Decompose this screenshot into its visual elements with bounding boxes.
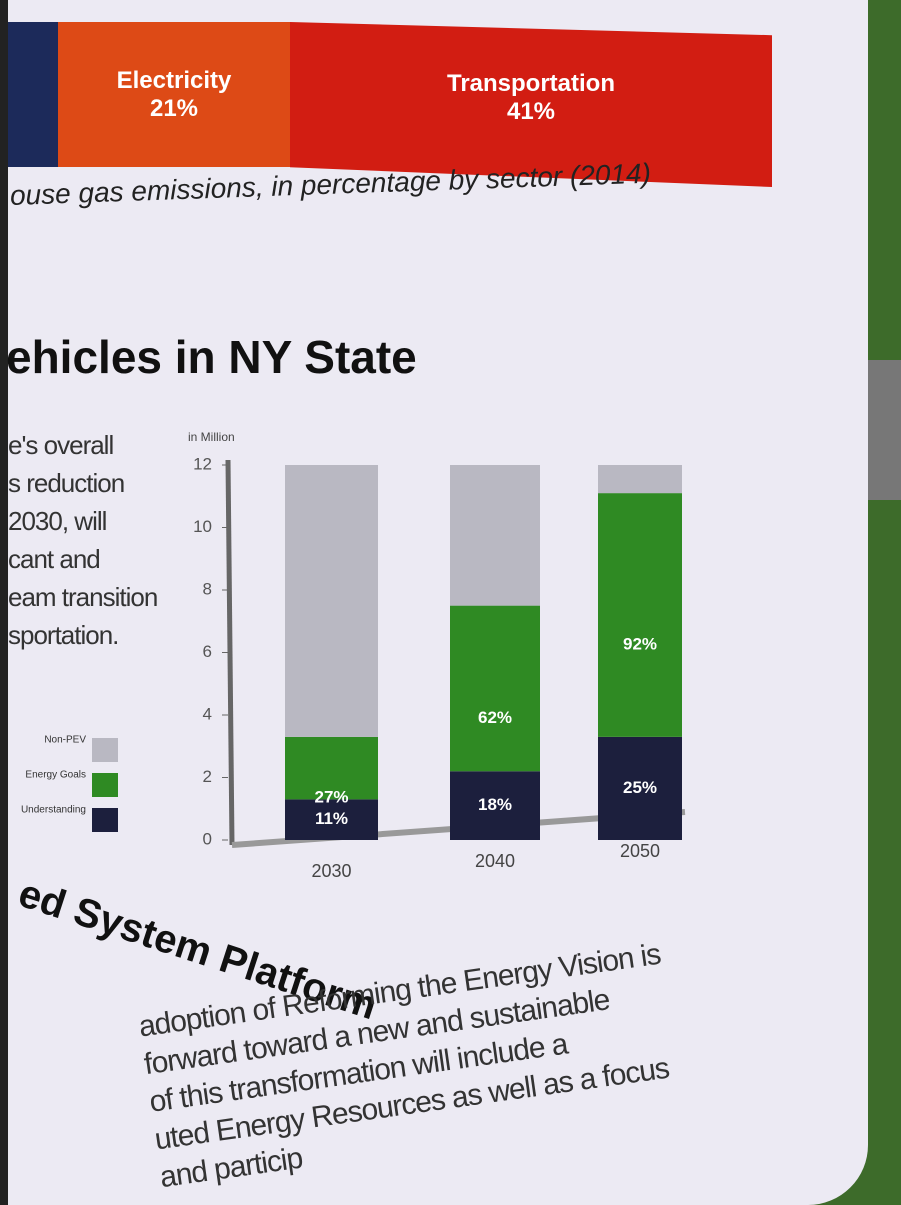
legend-swatch — [92, 808, 118, 832]
bar-segment — [598, 465, 682, 494]
heading: ehicles in NY State — [6, 331, 417, 383]
bar-segment — [450, 465, 540, 606]
y-axis — [225, 459, 235, 846]
bar-segment: Electricity 21% — [58, 22, 290, 167]
segment-label: 18% — [478, 795, 512, 814]
text-line: e's overall — [8, 430, 114, 460]
y-tick-label: 8 — [203, 579, 212, 598]
x-tick-label: 2030 — [311, 861, 351, 881]
text-line: s reduction — [8, 468, 125, 498]
bar-segment: Transportation 41% — [290, 22, 772, 187]
segment-value: 41% — [506, 98, 556, 125]
background-lot — [868, 360, 901, 500]
edge — [0, 0, 8, 1205]
text-line: eam transition — [8, 582, 158, 612]
text-line: cant and — [8, 544, 101, 574]
text-line: 2030, will — [8, 506, 107, 536]
y-axis-label: in Million — [188, 430, 235, 444]
bar-segment — [450, 605, 540, 772]
y-tick-label: 12 — [193, 454, 212, 473]
y-tick-label: 2 — [203, 767, 212, 786]
segment-label: 25% — [623, 778, 657, 797]
bar-segment — [285, 465, 378, 737]
x-tick-label: 2050 — [620, 841, 660, 861]
legend-label: Non-PEV — [44, 735, 86, 746]
bar-segment — [450, 771, 540, 840]
segment-label: Electricity — [116, 67, 232, 94]
segment-label: 11% — [315, 809, 348, 828]
segment-label: 62% — [478, 708, 512, 727]
bar-segment — [598, 493, 682, 737]
bar-segment — [285, 736, 378, 800]
segment-label: 92% — [623, 634, 657, 653]
bar-segment — [598, 736, 682, 840]
y-tick-label: 4 — [203, 704, 212, 723]
poster — [8, 0, 868, 1205]
segment-value: 21% — [149, 95, 199, 122]
bar-segment — [285, 799, 378, 840]
y-tick-label: 6 — [203, 642, 212, 661]
legend-swatch — [92, 773, 118, 797]
legend-label: Energy Goals — [25, 770, 86, 781]
y-tick-label: 10 — [193, 517, 212, 536]
segment-label: 27% — [314, 788, 348, 807]
y-tick-label: 0 — [203, 829, 212, 848]
segment-label: Transportation — [446, 70, 615, 97]
legend-label: Understanding — [21, 805, 86, 816]
text-line: sportation. — [8, 620, 119, 650]
paragraph: e's overall s reduction 2030, will cant and… — [8, 430, 158, 658]
bar-segment — [8, 22, 58, 167]
x-tick-label: 2040 — [475, 851, 515, 871]
legend-swatch — [92, 738, 118, 762]
